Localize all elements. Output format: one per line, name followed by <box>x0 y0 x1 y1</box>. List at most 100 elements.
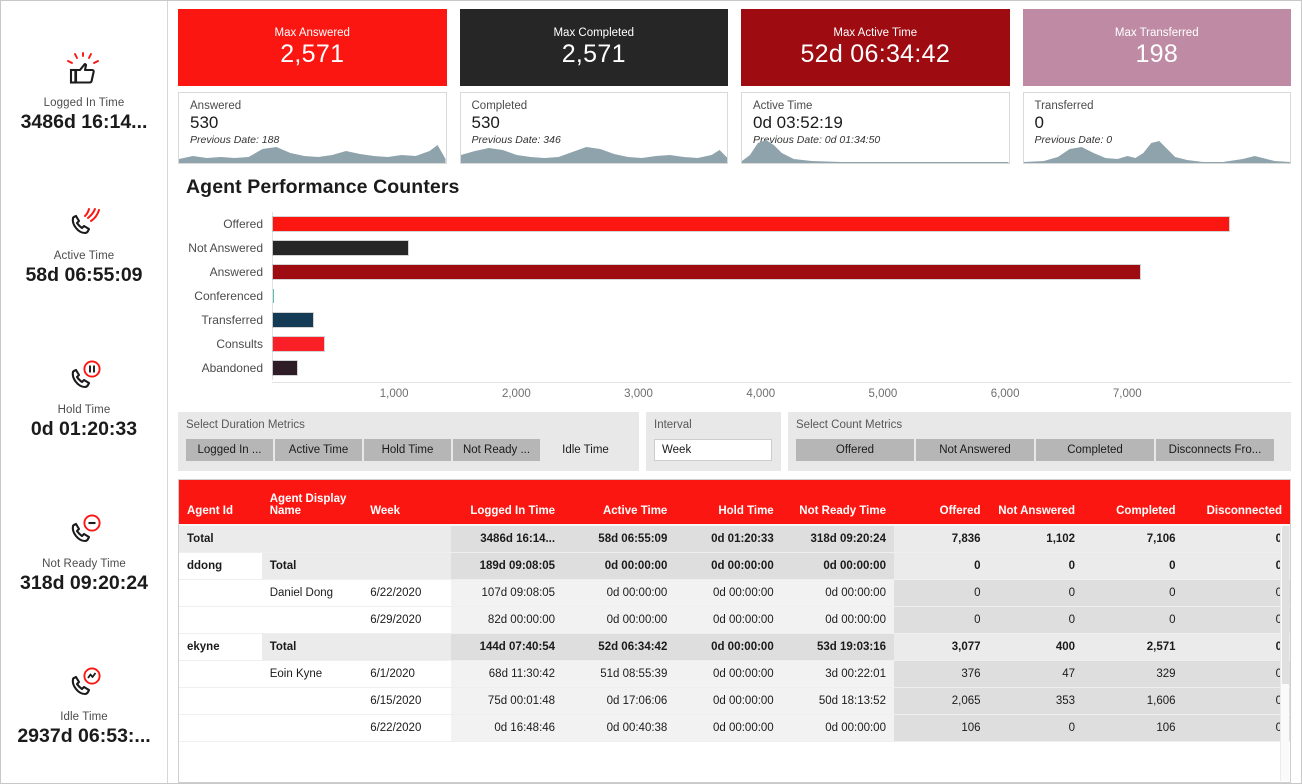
table-cell: 0 <box>1183 525 1290 553</box>
phone-idle-icon <box>63 664 105 706</box>
kpi-detail[interactable]: Active Time 0d 03:52:19 Previous Date: 0d … <box>741 92 1010 164</box>
chart-bar[interactable] <box>273 217 1230 231</box>
sidebar-item-3[interactable]: Not Ready Time 318d 09:20:24 <box>1 476 167 630</box>
kpi-detail-value: 530 <box>190 113 219 132</box>
table-cell <box>261 687 363 715</box>
kpi-detail-value: 0 <box>1034 113 1044 132</box>
table-cell: 106 <box>1083 714 1184 742</box>
table-cell: 0 <box>988 579 1084 607</box>
sidebar-item-0[interactable]: Logged In Time 3486d 16:14... <box>1 15 167 169</box>
table-cell: 6/22/2020 <box>362 579 451 607</box>
table-cell: 6/22/2020 <box>362 714 451 742</box>
table-row[interactable]: 6/29/2020 82d 00:00:00 0d 00:00:00 0d 00:00… <box>179 606 1290 634</box>
table-cell: 376 <box>893 660 989 688</box>
table-header-6[interactable]: Not Ready Time <box>781 480 894 526</box>
kpi-headline[interactable]: Max Completed 2,571 <box>459 9 728 86</box>
chart-category-label: Conferenced <box>194 289 263 303</box>
table-cell: 0 <box>893 606 989 634</box>
table-header-5[interactable]: Hold Time <box>675 480 782 526</box>
table-scrollbar-thumb[interactable] <box>1282 526 1289 685</box>
table-cell: 0 <box>1083 579 1184 607</box>
table-row[interactable]: ddong Total 189d 09:08:05 0d 00:00:00 0d 00:… <box>179 552 1290 580</box>
chart-bar[interactable] <box>273 265 1141 279</box>
table-cell: 6/15/2020 <box>362 687 451 715</box>
chart-bar[interactable] <box>273 337 325 351</box>
table-cell: 0d 01:20:33 <box>675 525 782 553</box>
table-cell <box>179 660 262 688</box>
table-header-2[interactable]: Week <box>362 480 451 526</box>
table-header-4[interactable]: Active Time <box>563 480 676 526</box>
sidebar-item-4[interactable]: Idle Time 2937d 06:53:... <box>1 629 167 783</box>
table-header-0[interactable]: Agent Id <box>179 480 262 526</box>
sidebar-item-2[interactable]: Hold Time 0d 01:20:33 <box>1 322 167 476</box>
table-cell: 75d 00:01:48 <box>450 687 564 715</box>
sidebar-item-value: 58d 06:55:09 <box>25 264 143 287</box>
chart-bar[interactable] <box>273 289 275 303</box>
table-cell: 0d 00:00:00 <box>781 552 894 580</box>
chart-category-label: Abandoned <box>201 361 263 375</box>
phone-active-icon <box>63 203 105 245</box>
chart-bar[interactable] <box>273 361 298 375</box>
chart-x-tick: 5,000 <box>868 388 898 400</box>
table-header-1[interactable]: Agent Display Name <box>261 480 363 526</box>
table-cell: 68d 11:30:42 <box>450 660 564 688</box>
table-cell: 107d 09:08:05 <box>450 579 564 607</box>
chart-category-label: Consults <box>216 337 263 351</box>
kpi-detail[interactable]: Answered 530 Previous Date: 188 <box>178 92 447 164</box>
table-cell: 0d 00:00:00 <box>675 579 782 607</box>
kpi-headline[interactable]: Max Active Time 52d 06:34:42 <box>741 9 1010 86</box>
table-cell <box>261 714 363 742</box>
chart-x-tick: 3,000 <box>624 388 653 400</box>
table-header-8[interactable]: Not Answered <box>988 480 1084 526</box>
table-cell: 0d 00:00:00 <box>675 660 782 688</box>
table-cell: 6/29/2020 <box>362 606 451 634</box>
kpi-previous-value: Previous Date: 0 <box>1034 134 1113 146</box>
duration-metric-button-1[interactable]: Active Time <box>275 439 362 461</box>
duration-metric-button-2[interactable]: Hold Time <box>364 439 451 461</box>
kpi-detail[interactable]: Transferred 0 Previous Date: 0 <box>1022 92 1291 164</box>
kpi-headline-label: Max Answered <box>274 26 350 39</box>
count-metric-button-1[interactable]: Not Answered <box>916 439 1034 461</box>
table-cell: Daniel Dong <box>261 579 363 607</box>
table-cell: 3d 00:22:01 <box>781 660 894 688</box>
sidebar-item-label: Hold Time <box>57 403 111 416</box>
chart-bar-row: Conferenced <box>186 284 1291 308</box>
table-row[interactable]: 6/15/2020 75d 00:01:48 0d 17:06:06 0d 00:00… <box>179 687 1290 715</box>
count-metric-button-3[interactable]: Disconnects Fro... <box>1156 439 1274 461</box>
table-cell: 144d 07:40:54 <box>450 633 564 661</box>
table-header-10[interactable]: Disconnected <box>1183 480 1290 526</box>
chart-x-tick: 2,000 <box>501 388 531 400</box>
table-cell: 0d 00:00:00 <box>781 579 894 607</box>
table-header-9[interactable]: Completed <box>1083 480 1184 526</box>
duration-metric-button-4[interactable]: Idle Time <box>562 444 609 456</box>
duration-metric-button-3[interactable]: Not Ready ... <box>453 439 540 461</box>
table-row[interactable]: 6/22/2020 0d 16:48:46 0d 00:40:38 0d 00:00:… <box>179 714 1290 742</box>
sidebar-item-1[interactable]: Active Time 58d 06:55:09 <box>1 169 167 323</box>
kpi-detail[interactable]: Completed 530 Previous Date: 346 <box>459 92 728 164</box>
kpi-previous-value: Previous Date: 0d 01:34:50 <box>753 134 881 146</box>
table-cell: 0 <box>1183 633 1290 661</box>
table-header-3[interactable]: Logged In Time <box>450 480 564 526</box>
chart-bar[interactable] <box>273 241 408 255</box>
table-vertical-scrollbar[interactable] <box>1280 526 1289 781</box>
table-cell: 0 <box>1083 552 1184 580</box>
kpi-headline[interactable]: Max Answered 2,571 <box>178 9 447 86</box>
phone-hold-icon <box>63 357 105 399</box>
table-cell <box>179 606 262 634</box>
count-metric-button-2[interactable]: Completed <box>1036 439 1154 461</box>
kpi-headline[interactable]: Max Transferred 198 <box>1022 9 1291 86</box>
agent-detail-table-container: Agent Id Agent Display Name Week Logged In … <box>178 479 1291 783</box>
table-header-7[interactable]: Offered <box>893 480 989 526</box>
count-metrics-buttons: Offered Not Answered Completed Disconnects … <box>796 439 1283 461</box>
table-cell: 0d 00:00:00 <box>675 552 782 580</box>
table-row[interactable]: Daniel Dong 6/22/2020 107d 09:08:05 0d 00:0… <box>179 579 1290 607</box>
kpi-detail-value: 530 <box>471 113 500 132</box>
table-row[interactable]: ekyne Total 144d 07:40:54 52d 06:34:42 0d 00… <box>179 633 1290 661</box>
duration-metric-button-0[interactable]: Logged In ... <box>186 439 273 461</box>
table-row[interactable]: Eoin Kyne 6/1/2020 68d 11:30:42 51d 08:55:3… <box>179 660 1290 688</box>
count-metric-button-0[interactable]: Offered <box>796 439 914 461</box>
kpi-detail-label: Transferred <box>1034 100 1094 112</box>
table-row[interactable]: Total 3486d 16:14... 58d 06:55:09 0d 01:20:… <box>179 525 1290 553</box>
interval-select[interactable]: Week <box>654 439 772 461</box>
chart-bar[interactable] <box>273 313 314 327</box>
